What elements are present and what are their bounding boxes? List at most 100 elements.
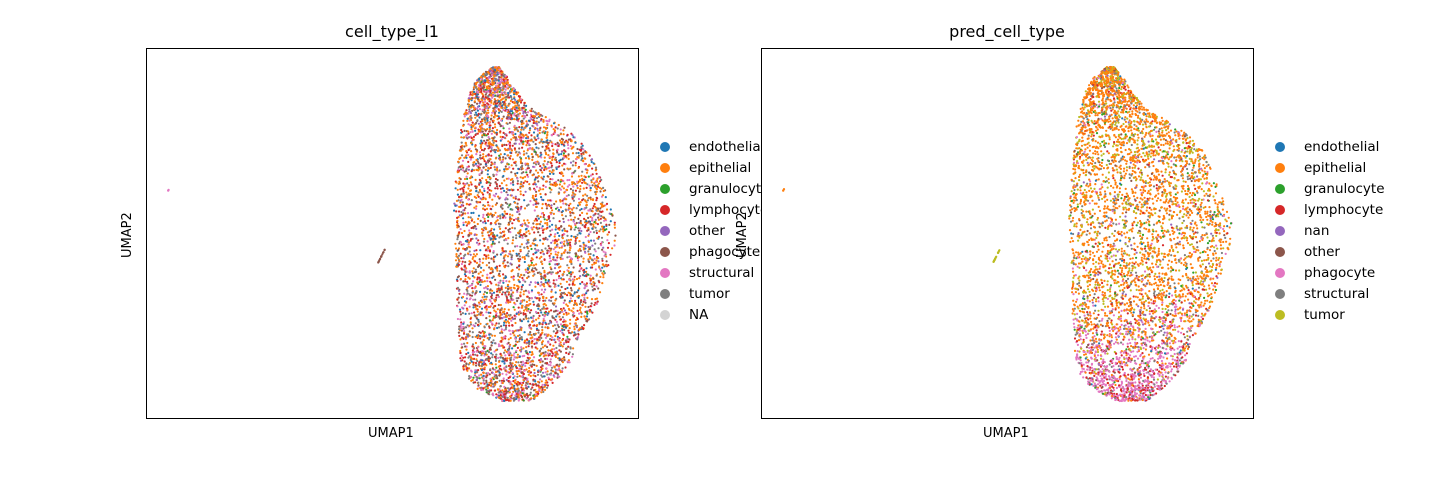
scatter-point — [607, 242, 610, 245]
scatter-point — [487, 153, 490, 156]
scatter-point — [535, 205, 538, 208]
scatter-point — [509, 295, 512, 298]
scatter-point — [562, 333, 565, 336]
scatter-point — [502, 156, 505, 159]
scatter-point — [584, 199, 587, 202]
scatter-point — [476, 102, 479, 105]
scatter-point — [542, 303, 545, 306]
scatter-point — [567, 219, 570, 222]
scatter-point — [486, 285, 489, 288]
scatter-point — [509, 366, 512, 369]
scatter-point — [494, 126, 497, 129]
scatter-point — [510, 293, 513, 296]
scatter-point — [483, 295, 486, 298]
scatter-point — [527, 225, 530, 228]
scatter-point — [480, 388, 483, 392]
scatter-point — [587, 253, 590, 256]
scatter-point — [492, 368, 495, 371]
scatter-point — [505, 134, 508, 137]
scatter-point — [587, 233, 591, 236]
scatter-point — [462, 209, 465, 212]
scatter-point — [466, 212, 470, 215]
scatter-point — [460, 268, 464, 271]
scatter-point — [527, 164, 530, 167]
scatter-point — [523, 274, 526, 277]
scatter-point — [537, 329, 540, 332]
scatter-point — [486, 389, 489, 393]
scatter-point — [519, 295, 522, 298]
scatter-point — [530, 365, 533, 368]
scatter-point — [550, 206, 553, 209]
scatter-point — [516, 177, 519, 180]
scatter-point — [532, 374, 535, 377]
scatter-point — [578, 287, 581, 290]
scatter-point — [478, 374, 481, 377]
scatter-point — [544, 371, 547, 374]
scatter-point — [484, 90, 487, 93]
scatter-point — [496, 219, 499, 222]
scatter-point — [595, 231, 598, 235]
scatter-point — [496, 149, 499, 152]
scatter-point — [515, 312, 518, 315]
scatter-point — [467, 112, 470, 115]
scatter-point — [553, 365, 556, 368]
scatter-point — [529, 169, 532, 172]
scatter-point — [468, 229, 471, 232]
scatter-point — [545, 127, 548, 130]
scatter-point — [497, 287, 500, 290]
scatter-point — [547, 354, 550, 357]
scatter-point — [549, 343, 552, 346]
scatter-point — [510, 96, 513, 99]
scatter-point — [462, 243, 465, 246]
scatter-point — [478, 156, 482, 159]
scatter-point — [517, 297, 520, 300]
scatter-point — [563, 309, 567, 312]
scatter-point — [536, 176, 539, 179]
scatter-point — [543, 274, 546, 277]
scatter-point — [570, 257, 573, 260]
scatter-point — [483, 134, 486, 137]
scatter-point — [533, 338, 536, 341]
scatter-point — [559, 128, 562, 131]
scatter-point — [534, 127, 537, 130]
scatter-point — [569, 275, 572, 278]
scatter-point — [510, 138, 513, 141]
scatter-point — [462, 212, 465, 215]
scatter-point — [475, 378, 479, 381]
scatter-point — [482, 166, 485, 169]
scatter-point — [511, 222, 514, 225]
scatter-point — [478, 260, 482, 263]
scatter-point — [504, 109, 507, 112]
scatter-point — [537, 137, 540, 140]
scatter-point — [572, 280, 575, 283]
scatter-point — [479, 146, 482, 149]
scatter-point — [526, 382, 529, 385]
scatter-point — [551, 239, 555, 242]
scatter-point — [524, 312, 527, 316]
scatter-point — [485, 144, 488, 147]
scatter-point — [589, 230, 592, 234]
scatter-point — [487, 254, 490, 257]
scatter-point — [558, 228, 561, 231]
scatter-point — [502, 79, 506, 82]
scatter-point — [591, 173, 594, 176]
scatter-point — [594, 169, 597, 172]
scatter-point — [463, 273, 467, 276]
scatter-point — [532, 383, 535, 386]
scatter-point — [577, 259, 580, 262]
scatter-point — [504, 106, 507, 110]
scatter-point — [494, 266, 497, 269]
scatter-point — [550, 366, 554, 369]
scatter-point — [489, 207, 492, 210]
scatter-point — [503, 259, 506, 262]
scatter-point — [477, 265, 480, 268]
scatter-point — [516, 182, 519, 185]
scatter-point — [500, 182, 503, 185]
scatter-point — [504, 250, 507, 253]
scatter-point — [477, 384, 480, 387]
scatter-point — [548, 352, 551, 355]
scatter-point — [460, 343, 463, 346]
scatter-point — [593, 288, 596, 291]
scatter-point — [540, 281, 543, 284]
scatter-point — [486, 128, 489, 131]
